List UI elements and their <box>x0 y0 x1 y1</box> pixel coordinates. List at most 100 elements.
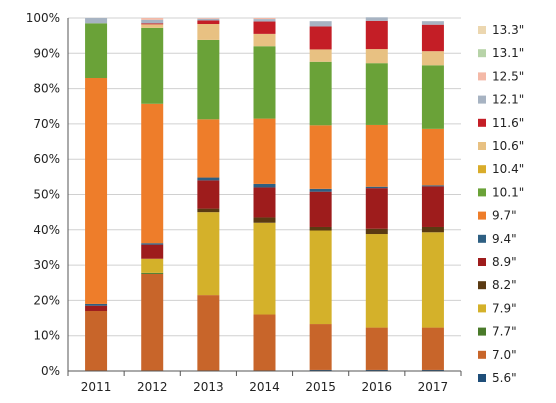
legend-swatch <box>478 165 486 174</box>
bar-segment <box>253 21 276 34</box>
bar-segment <box>309 49 332 62</box>
bar-segment <box>141 24 164 28</box>
bar-segment <box>253 18 276 20</box>
bar-segment <box>309 188 332 192</box>
bar-segment <box>365 186 388 189</box>
y-tick-label: 90% <box>33 46 60 60</box>
bar-segment <box>197 20 220 25</box>
legend-label: 10.1" <box>492 185 524 199</box>
x-tick-label: 2013 <box>193 380 224 394</box>
bar-segment <box>365 188 388 229</box>
bar-segment <box>365 234 388 328</box>
bars <box>85 17 444 371</box>
bar-segment <box>85 78 108 304</box>
bar-segment <box>421 186 444 227</box>
legend-label: 13.1" <box>492 46 524 60</box>
x-tick-label: 2016 <box>362 380 393 394</box>
bar-segment <box>421 327 444 370</box>
legend-swatch <box>478 142 486 150</box>
bar-segment <box>197 180 220 209</box>
bar-segment <box>197 212 220 296</box>
bar-segment <box>253 118 276 184</box>
legend-swatch <box>478 95 486 104</box>
bar-segment <box>365 20 388 50</box>
bar-segment <box>141 27 164 104</box>
bar-segment <box>85 305 108 311</box>
legend: 13.3" 13.1" 12.5" 12.1" 11.6" 10.6" 10.4" 10.1"… <box>478 23 524 385</box>
bar-segment <box>85 18 108 24</box>
bar-segment <box>197 177 220 181</box>
bar-segment <box>421 232 444 328</box>
bar-segment <box>197 208 220 213</box>
bar-segment <box>421 65 444 129</box>
bar-segment <box>365 63 388 125</box>
x-tick-label: 2017 <box>418 380 449 394</box>
bar-segment <box>365 369 388 371</box>
bar-segment <box>85 310 108 371</box>
bar-segment <box>309 26 332 50</box>
axes <box>67 18 462 376</box>
legend-swatch <box>478 281 486 290</box>
y-tick-label: 50% <box>33 188 60 202</box>
y-tick-label: 70% <box>33 117 60 131</box>
bar-segment <box>197 18 220 21</box>
bar-segment <box>253 222 276 315</box>
x-tick-label: 2015 <box>305 380 336 394</box>
bar-segment <box>365 17 388 21</box>
legend-label: 9.7" <box>492 209 517 223</box>
bar-segment <box>421 21 444 25</box>
legend-swatch <box>478 26 486 34</box>
bar-segment <box>141 258 164 273</box>
bar-segment <box>141 18 164 20</box>
bar-segment <box>253 19 276 22</box>
bar-segment <box>309 369 332 371</box>
bar-segment <box>141 103 164 244</box>
bar-segment <box>309 125 332 189</box>
legend-swatch <box>478 72 486 81</box>
bar-segment <box>197 18 220 19</box>
legend-swatch <box>478 188 486 197</box>
legend-swatch <box>478 49 486 58</box>
bar-segment <box>365 49 388 64</box>
bar-segment <box>309 191 332 227</box>
legend-label: 10.4" <box>492 162 524 176</box>
bar-segment <box>141 244 164 259</box>
legend-label: 9.4" <box>492 232 517 246</box>
y-axis-tick-labels: 0% 10% 20% 30% 40% 50% 60% 70% 80% 90% 100% <box>26 11 60 378</box>
bar-segment <box>141 272 164 274</box>
bar-segment <box>365 124 388 187</box>
bar-segment <box>421 369 444 371</box>
y-tick-label: 40% <box>33 223 60 237</box>
legend-label: 11.6" <box>492 116 524 130</box>
legend-label: 7.9" <box>492 301 517 315</box>
bar-segment <box>421 226 444 233</box>
bar-segment <box>421 185 444 187</box>
y-tick-label: 80% <box>33 82 60 96</box>
legend-swatch <box>478 304 486 313</box>
legend-swatch <box>478 327 486 336</box>
bar-segment <box>253 183 276 188</box>
x-tick-label: 2011 <box>81 380 112 394</box>
bar-segment <box>197 39 220 120</box>
legend-label: 7.7" <box>492 325 517 339</box>
bar-segment <box>141 23 164 25</box>
legend-label: 5.6" <box>492 371 517 385</box>
x-tick-label: 2012 <box>137 380 168 394</box>
legend-swatch <box>478 258 486 266</box>
legend-label: 12.5" <box>492 69 524 83</box>
bar-segment <box>253 33 276 47</box>
legend-label: 8.2" <box>492 278 517 292</box>
bar-segment <box>141 273 164 371</box>
bar-segment <box>365 228 388 235</box>
legend-swatch <box>478 211 486 220</box>
bar-segment <box>141 243 164 245</box>
bar-segment <box>309 226 332 231</box>
bar-segment <box>421 24 444 52</box>
y-tick-label: 30% <box>33 258 60 272</box>
y-tick-label: 60% <box>33 152 60 166</box>
legend-label: 13.3" <box>492 23 524 37</box>
bar-segment <box>197 24 220 40</box>
x-axis-tick-labels: 2011 2012 2013 2014 2015 2016 2017 <box>81 380 448 394</box>
bar-segment <box>421 51 444 66</box>
